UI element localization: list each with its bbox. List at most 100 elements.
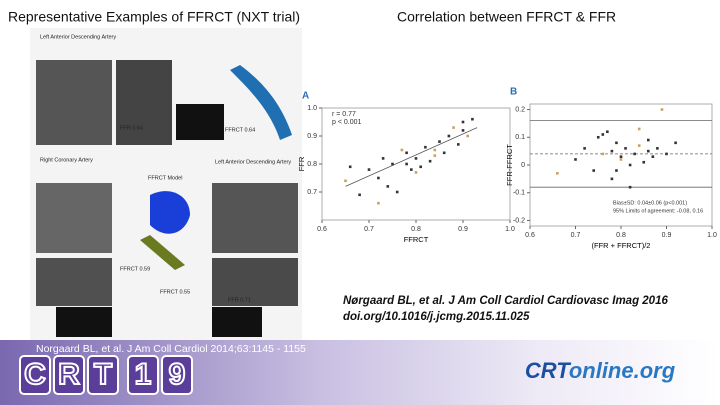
point	[414, 157, 418, 160]
point	[651, 155, 655, 158]
point	[601, 133, 605, 136]
panel-letter: B	[510, 87, 517, 98]
logo-box	[19, 355, 51, 395]
point	[367, 168, 371, 171]
logo-char: 9	[169, 358, 186, 391]
footer-band	[0, 340, 720, 405]
x-tick-label: 0.7	[364, 226, 374, 233]
point	[348, 165, 352, 169]
y-tick-label: -0.2	[513, 217, 525, 224]
x-tick-label: 0.9	[458, 226, 468, 233]
site-logo: CRTonline.org	[525, 358, 676, 383]
x-tick-label: 0.9	[662, 232, 672, 239]
point	[386, 185, 390, 188]
y-tick-label: 0.8	[307, 161, 317, 168]
point	[619, 155, 623, 158]
point	[419, 165, 422, 169]
figure-label: FFRCT 0.55	[160, 289, 190, 295]
point	[606, 130, 609, 134]
point	[358, 193, 361, 197]
y-axis-label: FFR-FFRCT	[505, 144, 514, 186]
point	[395, 190, 399, 194]
site-bold: CRT	[525, 358, 571, 383]
point	[619, 158, 623, 161]
left-title: Representative Examples of FFRCT (NXT tr…	[8, 9, 300, 25]
y-tick-label: 0	[521, 162, 525, 169]
x-tick-label: 0.7	[571, 232, 581, 239]
point	[344, 179, 347, 183]
point	[592, 169, 595, 172]
point	[452, 126, 455, 129]
point	[624, 147, 627, 150]
point	[647, 138, 650, 142]
point	[433, 148, 437, 152]
point	[405, 151, 408, 155]
point	[647, 149, 650, 153]
figure-label: FFRCT 0.64	[225, 127, 255, 133]
logo-box	[87, 355, 119, 395]
point	[377, 201, 380, 205]
x-tick-label: 0.6	[317, 226, 327, 233]
point	[461, 120, 465, 124]
point	[447, 134, 451, 138]
x-tick-label: 1.0	[505, 226, 515, 233]
x-tick-label: 0.8	[411, 226, 421, 233]
annotation: r = 0.77	[332, 111, 356, 118]
point	[615, 141, 618, 145]
annotation: 95% Limits of agreement: -0.08, 0.16	[613, 208, 703, 214]
logo-char: C	[24, 358, 46, 391]
point	[400, 148, 404, 152]
figure-left	[30, 28, 302, 342]
logo-box	[127, 355, 159, 395]
citation-line: doi.org/10.1016/j.jcmg.2015.11.025	[343, 311, 530, 323]
logo-box	[161, 355, 193, 395]
point	[405, 162, 408, 166]
x-axis-label: FFRCT	[404, 235, 429, 244]
x-tick-label: 0.6	[525, 232, 535, 239]
point	[428, 159, 432, 163]
figure-label: FFR 0.71	[228, 297, 251, 303]
y-tick-label: 0.7	[307, 189, 317, 196]
point	[442, 151, 446, 155]
annotation: Bias±SD: 0.04±0.06 (p<0.001)	[613, 200, 687, 206]
point	[628, 185, 632, 189]
figure-label: FFR 0.64	[120, 125, 143, 131]
point	[438, 140, 441, 143]
point	[556, 172, 559, 175]
point	[637, 144, 641, 147]
annotation: p < 0.001	[332, 119, 361, 126]
point	[381, 157, 385, 160]
x-tick-label: 0.8	[616, 232, 626, 239]
y-tick-label: 0.9	[307, 133, 317, 140]
point	[433, 154, 437, 157]
point	[637, 127, 641, 131]
figure-label: Right Coronary Artery	[40, 157, 93, 163]
point	[633, 152, 636, 156]
logo-char: R	[58, 358, 80, 391]
point	[642, 160, 646, 164]
logo-char: 1	[135, 358, 152, 391]
point	[377, 176, 380, 180]
point	[656, 147, 659, 150]
point	[596, 135, 600, 139]
point	[471, 117, 474, 121]
citation-line: Nørgaard BL, et al. J Am Coll Cardiol Ca…	[343, 295, 668, 307]
point	[574, 158, 577, 161]
y-tick-label: 0.1	[515, 134, 525, 141]
point	[410, 168, 413, 171]
point	[601, 152, 605, 156]
figure-label: Left Anterior Descending Artery	[215, 159, 291, 165]
fit-line	[345, 127, 478, 187]
figure-label: Left Anterior Descending Artery	[40, 34, 116, 40]
point	[457, 143, 460, 146]
point	[424, 145, 427, 149]
logo-char: T	[94, 358, 112, 391]
panel-letter: A	[302, 91, 309, 102]
x-axis-label: (FFR + FFRCT)/2	[592, 241, 651, 250]
point	[615, 169, 618, 172]
y-tick-label: -0.1	[513, 190, 525, 197]
figure-label: FFRCT 0.59	[120, 266, 150, 272]
point	[674, 141, 677, 145]
right-title: Correlation between FFRCT & FFR	[397, 9, 616, 25]
point	[665, 152, 668, 156]
